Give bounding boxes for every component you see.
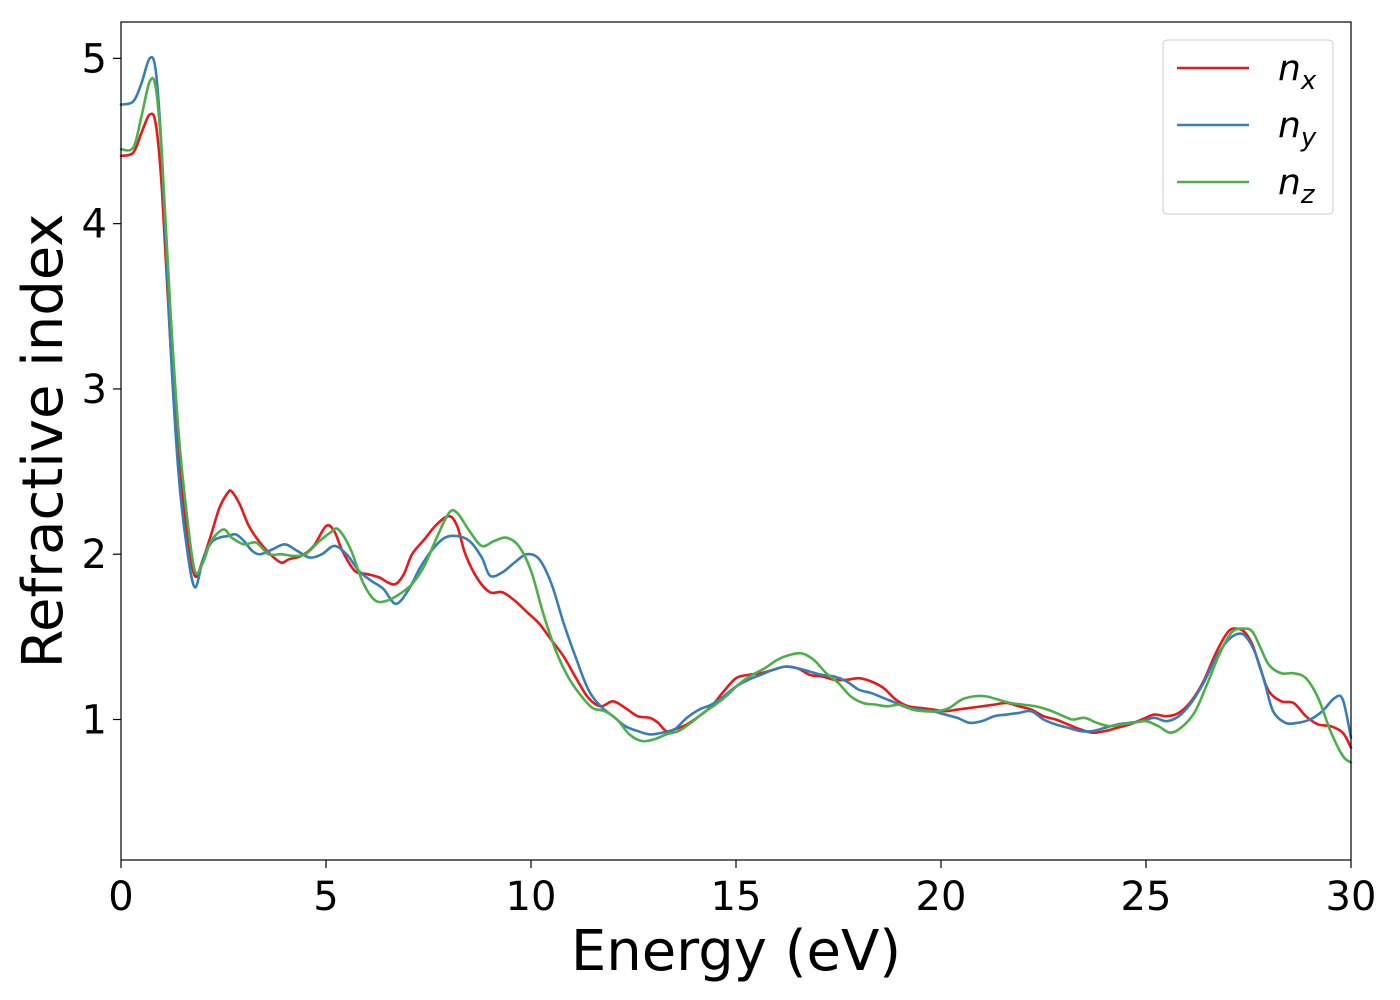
legend-frame xyxy=(1162,39,1334,215)
y-tick-label: 4 xyxy=(82,202,107,248)
y-axis-label: Refractive index xyxy=(11,214,76,669)
y-tick-label: 1 xyxy=(82,698,107,744)
x-axis-label: Energy (eV) xyxy=(571,919,901,984)
legend-label-x: nx xyxy=(1278,48,1317,96)
legend-label-y: ny xyxy=(1278,105,1317,153)
legend: nx ny nz xyxy=(1162,39,1334,215)
x-tick-label: 20 xyxy=(916,874,967,920)
x-tick-label: 5 xyxy=(313,874,338,920)
series-lines xyxy=(119,55,1353,764)
series-line-y xyxy=(119,55,1353,739)
x-tick-label: 15 xyxy=(711,874,762,920)
legend-label-z: nz xyxy=(1278,162,1316,210)
y-tick-label: 2 xyxy=(82,532,107,578)
y-axis-ticks: 1 2 3 4 5 xyxy=(82,36,121,744)
x-tick-label: 0 xyxy=(108,874,133,920)
x-axis-ticks: 0 5 10 15 20 25 30 xyxy=(108,860,1376,920)
x-tick-label: 25 xyxy=(1121,874,1172,920)
x-tick-label: 30 xyxy=(1326,874,1377,920)
series-line-z xyxy=(119,76,1353,764)
y-tick-label: 3 xyxy=(82,367,107,413)
y-tick-label: 5 xyxy=(82,36,107,82)
x-tick-label: 10 xyxy=(506,874,557,920)
